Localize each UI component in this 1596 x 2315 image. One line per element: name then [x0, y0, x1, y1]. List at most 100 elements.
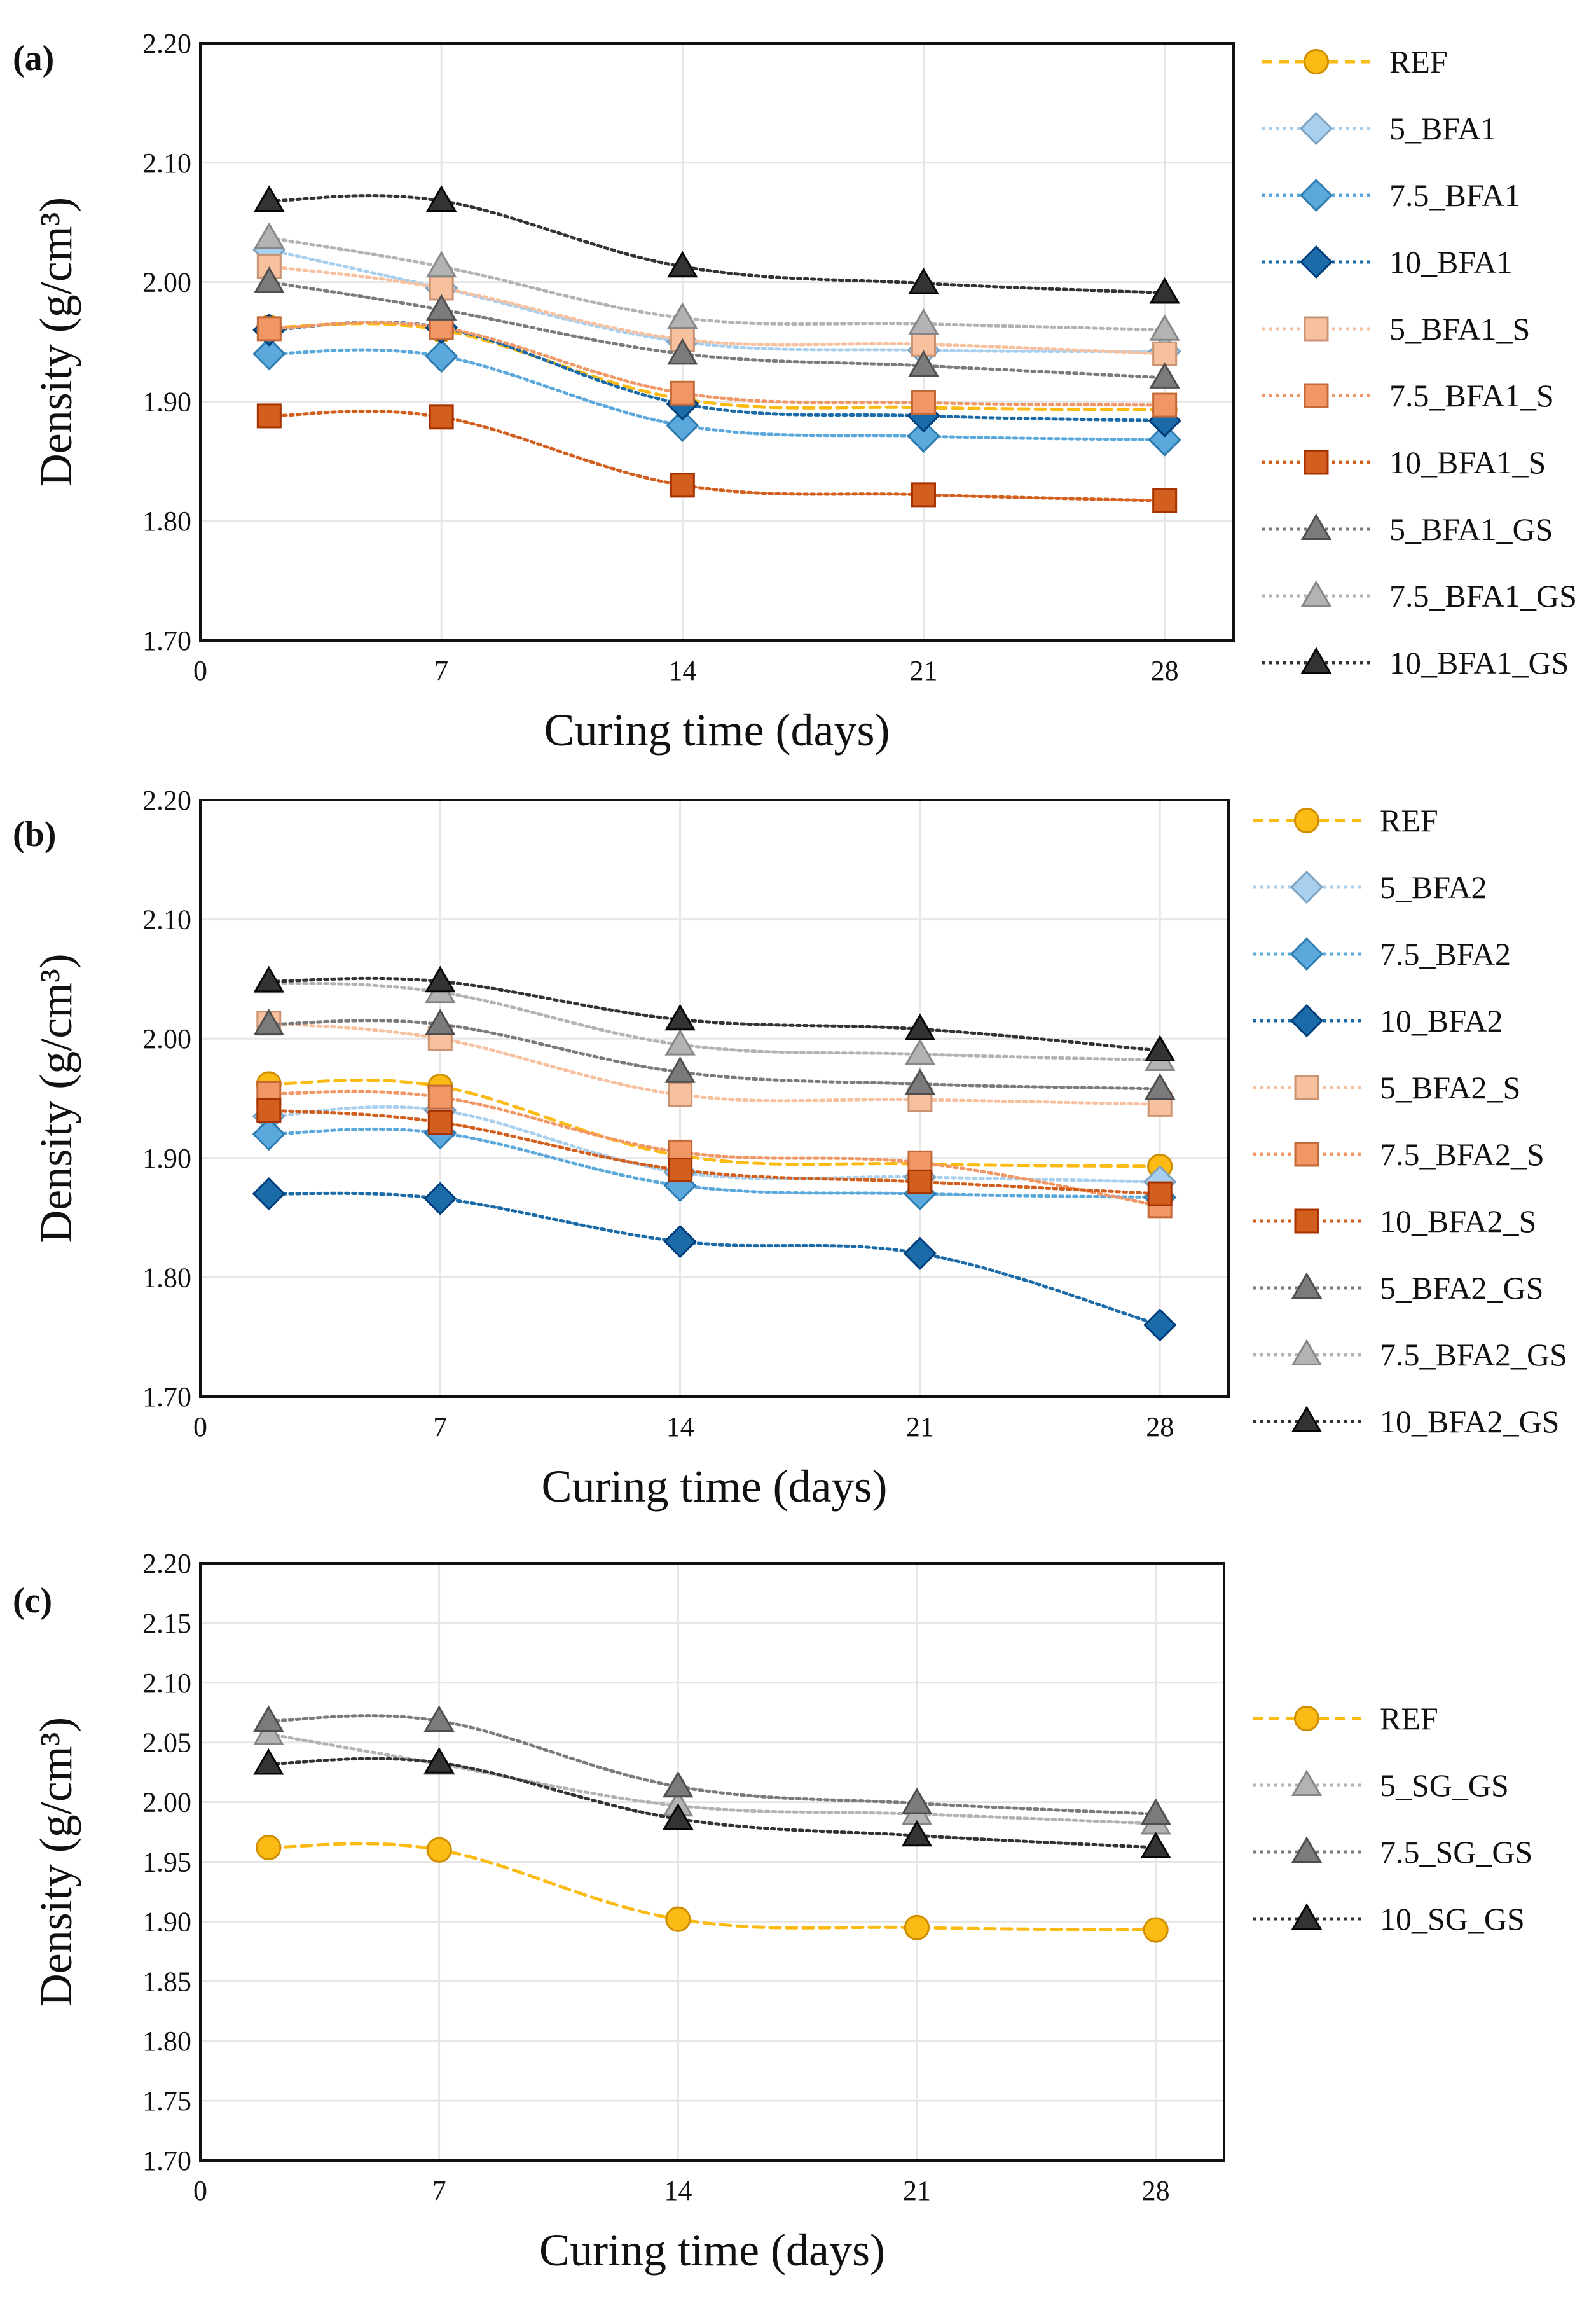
legend: REF 5_SG_GS 7.5_SG_GS 10_SG_GS — [1253, 1701, 1532, 1937]
data-point — [423, 1705, 455, 1732]
legend-label: 10_BFA1_GS — [1389, 645, 1569, 681]
y-tick-label: 1.80 — [142, 2026, 191, 2057]
x-tick-label: 7 — [434, 655, 448, 686]
y-tick-label: 1.90 — [142, 1143, 191, 1174]
data-point — [666, 408, 699, 443]
x-tick-label: 0 — [193, 2175, 207, 2206]
y-tick-label: 2.10 — [142, 904, 191, 936]
legend-label: 10_BFA2 — [1380, 1003, 1503, 1039]
data-point — [423, 1747, 455, 1774]
panel-label: (b) — [13, 815, 56, 854]
series-10_BFA1_GS — [254, 185, 1180, 304]
legend-marker — [1294, 1142, 1319, 1167]
data-point — [907, 1169, 933, 1194]
data-point — [427, 1110, 453, 1135]
series-5_BFA2_GS — [253, 1009, 1176, 1100]
y-tick-label: 1.70 — [142, 625, 191, 656]
y-tick-label: 2.00 — [142, 267, 191, 298]
x-tick-label: 14 — [668, 655, 696, 686]
y-tick-label: 2.20 — [142, 28, 191, 59]
series-line — [267, 976, 1162, 1053]
legend-marker — [1291, 1903, 1323, 1930]
series-line — [267, 1109, 1162, 1196]
legend-marker — [1291, 1406, 1323, 1433]
data-point — [911, 390, 936, 415]
data-point — [252, 1117, 285, 1151]
data-point — [1152, 488, 1178, 513]
series-10_BFA2_S — [256, 1098, 1173, 1206]
y-axis-title: Density (g/cm³) — [31, 953, 81, 1243]
data-point — [901, 1787, 933, 1814]
x-tick-label: 7 — [433, 1411, 447, 1442]
data-point — [664, 1028, 696, 1056]
data-point — [667, 302, 698, 329]
data-point — [1143, 1917, 1169, 1943]
legend-label: 7.5_BFA1_GS — [1389, 578, 1577, 614]
y-tick-label: 1.90 — [142, 386, 191, 417]
data-point — [904, 1013, 936, 1040]
data-point — [665, 1906, 691, 1932]
data-point — [427, 1084, 453, 1110]
y-tick-label: 1.90 — [142, 1906, 191, 1937]
y-tick-label: 2.05 — [142, 1727, 191, 1759]
data-point — [908, 308, 939, 335]
legend-marker — [1294, 1075, 1319, 1100]
data-point — [668, 1082, 693, 1107]
data-point — [254, 266, 285, 293]
data-point — [664, 1056, 696, 1083]
legend-label: 5_BFA2_S — [1380, 1070, 1520, 1105]
series-line — [267, 1019, 1162, 1091]
data-point — [1149, 314, 1180, 341]
series-line — [267, 1078, 1162, 1168]
series-line — [266, 1714, 1158, 1816]
data-point — [668, 1158, 693, 1183]
x-tick-label: 21 — [903, 2175, 931, 2206]
series-line — [266, 1842, 1158, 1932]
plot-frame — [199, 1562, 1225, 2162]
series-line — [266, 1732, 1158, 1825]
x-tick-label: 21 — [910, 655, 938, 686]
data-point — [253, 1748, 284, 1775]
legend-marker — [1299, 245, 1333, 279]
legend-label: 7.5_BFA1_S — [1389, 378, 1554, 413]
series-line — [267, 321, 1167, 407]
legend-label: 10_BFA2_S — [1380, 1203, 1536, 1239]
plot-frame — [199, 799, 1230, 1398]
y-tick-label: 2.15 — [142, 1608, 191, 1639]
series-line — [267, 348, 1167, 441]
chart-panel-1: 1.70 1.80 1.90 2.00 2.10 2.20 0 7 14 21 28 Curing t… — [13, 28, 1577, 756]
chart-panel-2: 1.70 1.80 1.90 2.00 2.10 2.20 0 7 14 21 28 Curing t… — [13, 785, 1567, 1512]
series-line — [267, 280, 1167, 380]
legend-label: 7.5_BFA2_GS — [1380, 1337, 1567, 1372]
legend-marker — [1294, 1208, 1319, 1234]
x-axis-title: Curing time (days) — [539, 2225, 885, 2276]
data-point — [904, 1039, 936, 1065]
data-point — [1144, 1035, 1176, 1062]
series-10_BFA2_GS — [253, 965, 1176, 1062]
plot-frame — [199, 42, 1235, 642]
data-point — [670, 380, 695, 406]
y-tick-label: 1.70 — [142, 2145, 191, 2176]
y-tick-label: 1.75 — [142, 2085, 191, 2117]
y-tick-label: 1.85 — [142, 1966, 191, 1997]
y-tick-label: 2.10 — [142, 1668, 191, 1699]
series-5_BFA2_S — [256, 1011, 1173, 1117]
data-point — [907, 419, 940, 453]
data-point — [256, 1098, 282, 1123]
data-point — [256, 316, 282, 342]
data-point — [903, 1236, 937, 1271]
data-point — [1147, 1181, 1173, 1206]
x-tick-label: 21 — [906, 1411, 934, 1442]
y-tick-label: 2.00 — [142, 1787, 191, 1818]
series-7.5_BFA1_S — [256, 315, 1178, 418]
series-line — [267, 194, 1167, 295]
data-point — [425, 251, 457, 278]
series-REF — [256, 1834, 1169, 1943]
series-7.5_BFA2_GS — [253, 967, 1176, 1072]
legend-marker — [1300, 513, 1332, 541]
data-point — [663, 1224, 697, 1259]
y-axis-title: Density (g/cm³) — [31, 1717, 81, 2007]
data-point — [425, 339, 458, 373]
data-point — [904, 1068, 936, 1095]
legend: REF 5_BFA1 7.5_BFA1 10_BFA1 5_BFA1_S 7.5_BFA1… — [1262, 44, 1577, 681]
